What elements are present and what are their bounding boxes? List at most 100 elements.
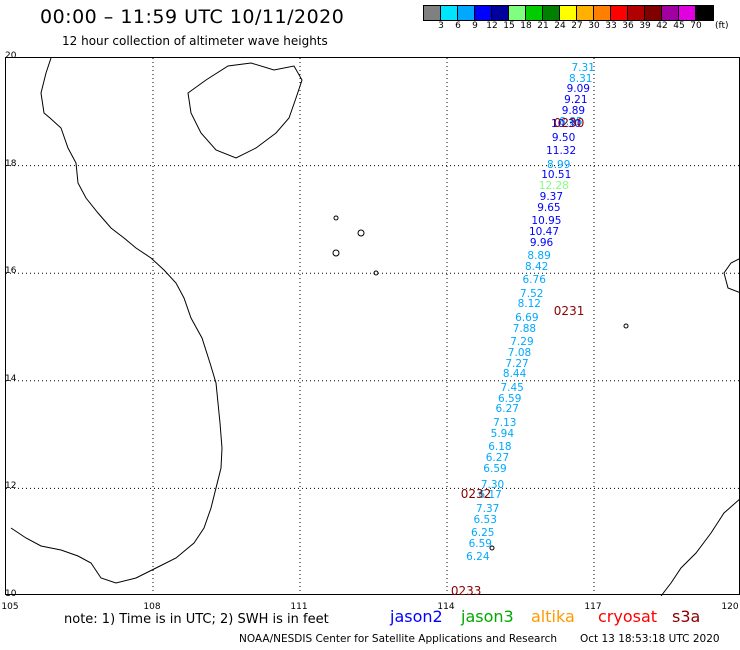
x-tick-label: 111	[290, 602, 308, 612]
swh-value-label: 6.24	[466, 551, 490, 564]
swh-value-label: 7.08	[507, 346, 532, 359]
satellite-legend-item: cryosat	[598, 607, 658, 626]
map-subtitle: 12 hour collection of altimeter wave hei…	[62, 34, 328, 48]
colorbar-tick-label: 21	[537, 21, 549, 31]
island	[357, 229, 365, 237]
swh-value-label: 9.37	[539, 190, 564, 203]
swh-value-label: 6.53	[473, 513, 497, 526]
colorbar-swatch	[577, 6, 594, 20]
swh-value-label: 6.18	[488, 441, 512, 454]
swh-value-label: 8.31	[569, 72, 593, 85]
island	[489, 545, 495, 551]
swh-value-label: 9.96	[529, 236, 554, 249]
colorbar-swatch	[492, 6, 509, 20]
y-tick-label: 12	[5, 481, 17, 492]
swh-value-label: 6.59	[497, 392, 522, 405]
swh-value-label: 11.32	[546, 145, 577, 158]
colorbar-swatch	[475, 6, 492, 20]
colorbar-tick-label: 6	[455, 21, 461, 31]
swh-value-label: 8.42	[524, 260, 549, 273]
swh-value-label: 6.69	[515, 311, 539, 324]
colorbar-swatch	[662, 6, 679, 20]
y-tick-label: 16	[5, 266, 17, 277]
x-tick-label: 120	[721, 602, 739, 612]
colorbar-tick-label: 15	[503, 21, 515, 31]
swh-value-label: 9.50	[551, 131, 576, 144]
colorbar-swatch	[526, 6, 543, 20]
satellite-legend-item: jason2	[390, 607, 443, 626]
colorbar-tick-label: 24	[554, 21, 566, 31]
colorbar-tick-label: 70	[690, 21, 702, 31]
colorbar-tick-label: 12	[486, 21, 498, 31]
map-canvas	[6, 58, 740, 596]
pass-time-label: 0230	[553, 115, 585, 130]
swh-value-label: 10.30	[551, 118, 582, 131]
vietnam-coastline	[10, 58, 223, 584]
colorbar-tick-label: 18	[520, 21, 532, 31]
swh-value-label: 8.99	[546, 158, 571, 171]
island	[332, 249, 340, 257]
satellite-legend-item: s3a	[672, 607, 701, 626]
colorbar-swatch	[645, 6, 662, 20]
swh-value-label: 6.27	[485, 451, 510, 464]
pass-time-label: 0233	[450, 583, 482, 598]
y-tick-label: 20	[5, 51, 17, 61]
swh-value-label: 8.89	[527, 250, 551, 263]
swh-value-label: 6.17	[478, 489, 502, 502]
colorbar-swatch	[560, 6, 577, 20]
colorbar-swatch	[594, 6, 611, 20]
colorbar	[423, 5, 714, 21]
footer-timestamp: Oct 13 18:53:18 UTC 2020	[580, 633, 720, 645]
footer-note: note: 1) Time is in UTC; 2) SWH is in fe…	[64, 612, 329, 627]
swh-value-label: 7.29	[510, 336, 534, 349]
colorbar-tick-label: 33	[605, 21, 617, 31]
pass-time-label: 0232	[460, 486, 492, 501]
colorbar-swatch	[679, 6, 696, 20]
colorbar-swatch	[458, 6, 475, 20]
island	[333, 215, 339, 221]
pass-time-label: 0231	[553, 303, 585, 318]
colorbar-tick-label: 45	[673, 21, 685, 31]
colorbar-swatch	[441, 6, 458, 20]
satellite-legend-item: altika	[531, 607, 575, 626]
swh-value-label: 7.52	[520, 287, 544, 300]
y-tick-label: 10	[5, 589, 17, 599]
swh-value-label: 10.47	[528, 225, 560, 238]
colorbar-swatch	[543, 6, 560, 20]
colorbar-unit: (ft)	[715, 21, 729, 31]
swh-value-label: 7.13	[493, 416, 517, 429]
swh-value-label: 12.28	[538, 180, 569, 193]
x-tick-label: 105	[1, 602, 19, 612]
swh-value-label: 9.65	[537, 201, 561, 214]
colorbar-swatch	[509, 6, 526, 20]
swh-value-label: 6.59	[483, 462, 507, 475]
philippines-coastline	[660, 257, 740, 596]
island	[623, 323, 629, 329]
swh-value-label: 8.44	[502, 368, 527, 381]
colorbar-tick-label: 27	[571, 21, 583, 31]
y-tick-label: 14	[5, 373, 17, 384]
swh-value-label: 6.27	[495, 403, 519, 416]
map-plot	[5, 57, 740, 596]
colorbar-tick-label: 36	[622, 21, 634, 31]
swh-value-label: 6.59	[468, 537, 492, 550]
hainan-coastline	[187, 62, 303, 159]
footer-credit: NOAA/NESDIS Center for Satellite Applica…	[239, 633, 557, 645]
swh-value-label: 9.21	[564, 94, 588, 107]
x-tick-label: 117	[584, 602, 602, 612]
colorbar-tick-label: 9	[472, 21, 478, 31]
swh-value-label: 8.12	[517, 298, 541, 311]
swh-value-label: 7.30	[480, 478, 505, 491]
swh-value-label: 5.94	[490, 427, 515, 440]
colorbar-swatch	[424, 6, 441, 20]
colorbar-tick-label: 30	[588, 21, 600, 31]
colorbar-swatch	[611, 6, 628, 20]
swh-value-label: 7.27	[505, 357, 529, 370]
swh-value-label: 10.95	[531, 215, 562, 228]
colorbar-tick-label: 42	[656, 21, 668, 31]
y-tick-label: 18	[5, 158, 17, 169]
swh-value-label: 8.85	[559, 115, 583, 128]
swh-value-label: 6.76	[522, 274, 546, 287]
colorbar-swatch	[696, 6, 713, 20]
swh-value-label: 9.09	[566, 83, 590, 96]
